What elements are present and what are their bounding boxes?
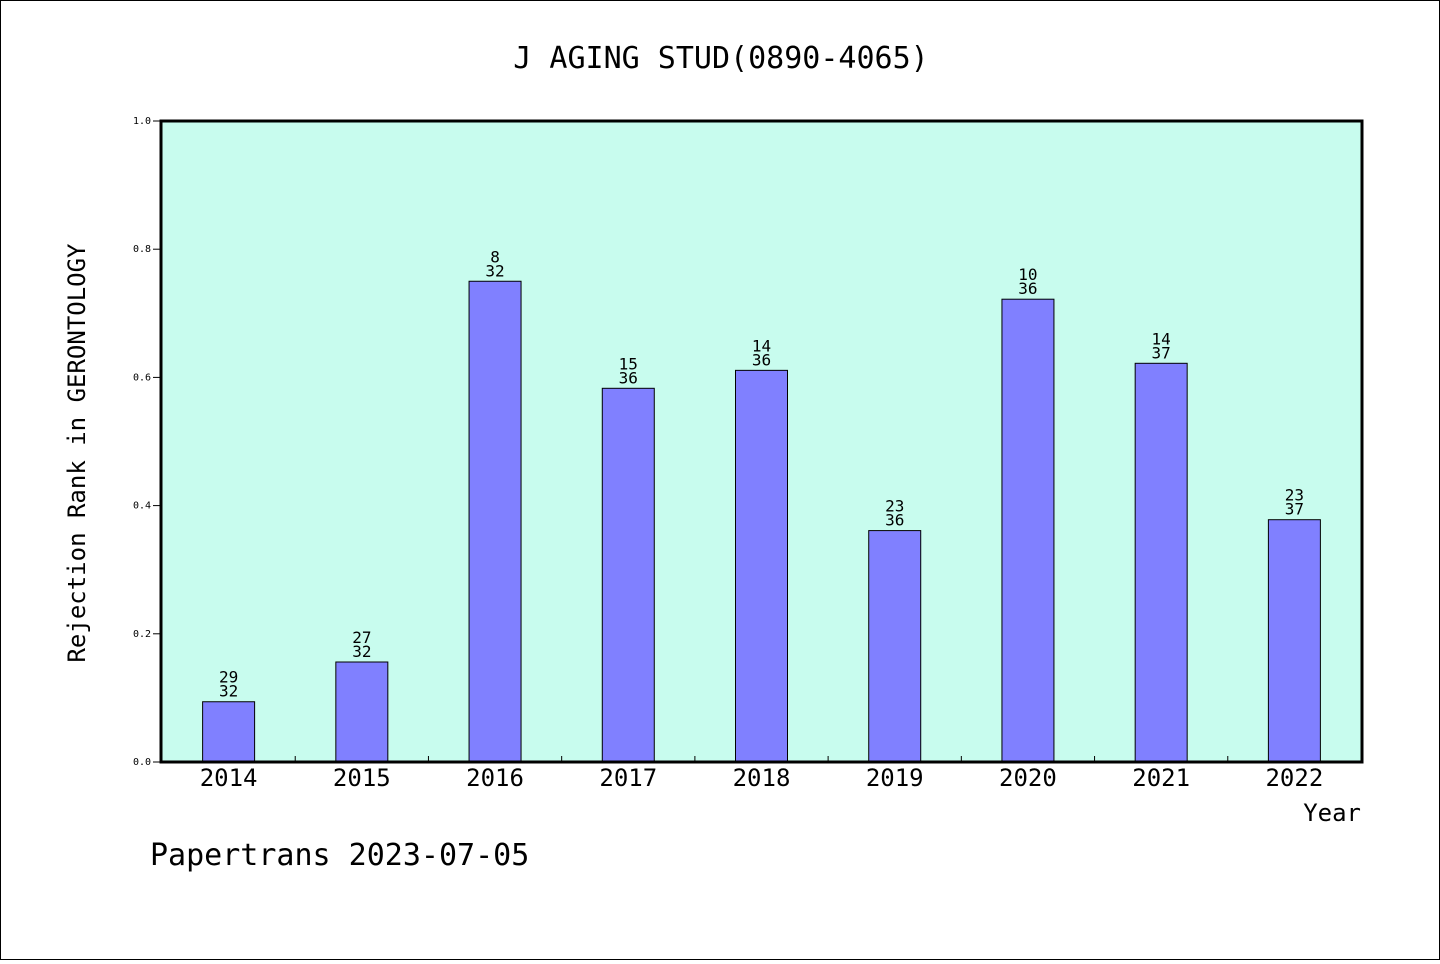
y-tick-label: 0.2 [133, 629, 151, 640]
x-tick-label-2021: 2021 [1132, 764, 1190, 792]
x-ticks-group: 2014 2015 2016 2017 2018 2019 2020 2021 2022 [200, 756, 1323, 792]
x-tick-label-2014: 2014 [200, 764, 258, 792]
y-ticks-group: 0.0 0.2 0.4 0.6 0.8 1.0 [133, 116, 161, 768]
bar-2022 [1267, 519, 1321, 763]
bar-label-bottom-2016: 32 [485, 261, 504, 280]
bar-2018 [735, 369, 788, 763]
bar-2016 [468, 280, 522, 763]
bar-label-bottom-2017: 36 [619, 368, 638, 387]
bar-label-top-2016: 8 [490, 247, 500, 266]
x-tick-label-2017: 2017 [599, 764, 657, 792]
y-axis-label: Rejection Rank in GERONTOLOGY [63, 243, 91, 663]
bar-label-top-2017: 15 [619, 354, 638, 373]
y-tick-label: 1.0 [133, 116, 151, 127]
bar-2017 [601, 387, 655, 763]
bar-label-bottom-2014: 32 [219, 682, 238, 701]
bar-label-bottom-2021: 37 [1152, 343, 1171, 362]
x-tick-label-2018: 2018 [733, 764, 791, 792]
bar-2020 [1001, 298, 1055, 763]
bar-label-top-2014: 29 [219, 668, 238, 687]
bar-label-top-2020: 10 [1018, 265, 1037, 284]
bar-2021 [1134, 362, 1188, 763]
y-tick-label: 0.6 [133, 372, 151, 383]
bar-2014 [202, 701, 256, 763]
x-tick-label-2020: 2020 [999, 764, 1057, 792]
bar-2019 [868, 530, 922, 763]
bar-label-bottom-2019: 36 [885, 511, 904, 530]
x-tick-label-2019: 2019 [866, 764, 924, 792]
y-tick-label: 0.4 [133, 501, 151, 512]
y-tick-label: 0.0 [133, 757, 151, 768]
chart-title: J AGING STUD(0890-4065) [513, 41, 928, 76]
x-tick-label-2022: 2022 [1265, 764, 1323, 792]
y-tick-label: 0.8 [133, 244, 151, 255]
bar-label-top-2019: 23 [885, 497, 904, 516]
bar-label-bottom-2015: 32 [352, 642, 371, 661]
bar-label-bottom-2018: 36 [752, 350, 771, 369]
bar-label-top-2022: 23 [1285, 486, 1304, 505]
bar-2015 [335, 661, 389, 763]
footer-text: Papertrans 2023-07-05 [150, 838, 529, 873]
bar-label-top-2015: 27 [352, 628, 371, 647]
plot-border [159, 119, 1364, 764]
bar-label-top-2021: 14 [1152, 329, 1171, 348]
x-tick-label-2015: 2015 [333, 764, 391, 792]
x-axis-label: Year [1303, 799, 1361, 827]
bar-label-bottom-2020: 36 [1018, 279, 1037, 298]
x-tick-label-2016: 2016 [466, 764, 524, 792]
bar-label-top-2018: 14 [752, 336, 771, 355]
bar-label-bottom-2022: 37 [1285, 500, 1304, 519]
